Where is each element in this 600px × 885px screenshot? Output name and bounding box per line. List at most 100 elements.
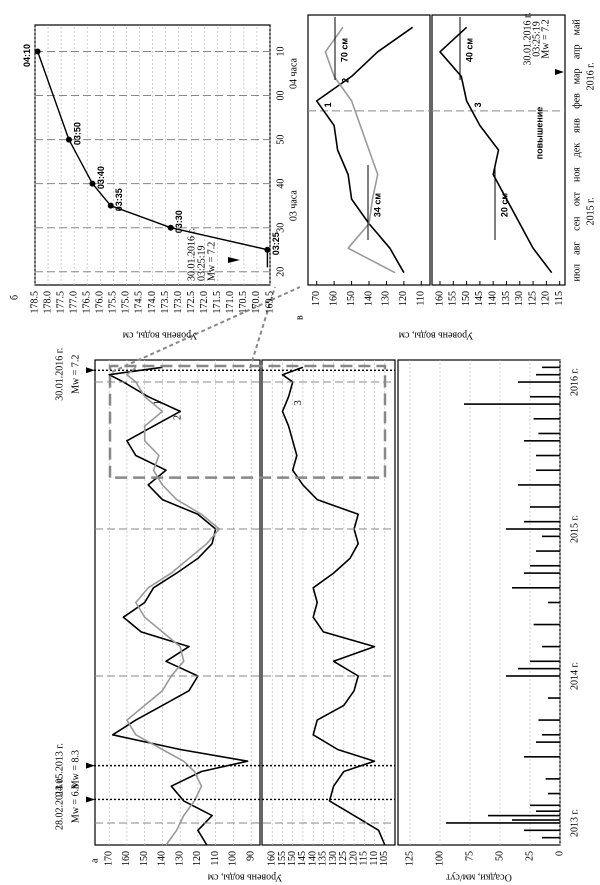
y-tick-label: 174.5 (134, 291, 145, 314)
hour-label: 03 часа (288, 190, 299, 222)
x-tick-label: 20 (275, 267, 286, 277)
y-tick-label: 75 (464, 851, 475, 861)
panel-frame (261, 359, 396, 846)
event-magnitude: Mw = 7.2 (70, 355, 81, 394)
y-tick-label: 125 (338, 851, 349, 866)
annotation: 03:25:19 (531, 21, 542, 57)
y-tick-label: 145 (297, 851, 308, 866)
x-tick-label: 30 (275, 223, 286, 233)
y-axis-title: Уровень воды, см (398, 330, 473, 341)
y-tick-label: 120 (541, 291, 552, 306)
y-tick-label: 174.0 (147, 291, 158, 314)
event-magnitude: Mw = 6.8 (70, 784, 81, 823)
point-label: 03:25 (271, 232, 281, 255)
annotation: 30.01.2016 г. (186, 228, 197, 281)
line-label: 3 (293, 400, 304, 405)
bar (512, 587, 560, 589)
event-arrow (555, 69, 564, 75)
panel-frame (94, 359, 261, 846)
x-tick-label: окт (571, 191, 582, 206)
panel-label: в (294, 315, 305, 320)
hour-label: 04 часа (288, 57, 299, 89)
point-label: 03:40 (96, 166, 106, 189)
y-tick-label: 150 (287, 851, 298, 866)
line-label: 2 (173, 415, 184, 420)
y-tick-label: 125 (404, 851, 415, 866)
zoom-arrow (249, 286, 276, 369)
bar (530, 660, 560, 663)
y-tick-label: 140 (157, 851, 168, 866)
y-tick-label: 105 (379, 851, 390, 866)
bar (548, 697, 560, 699)
point (34, 48, 41, 55)
y-tick-label: 100 (228, 851, 239, 866)
y-tick-label: 175.0 (121, 291, 132, 314)
annotation: 34 см (372, 193, 382, 218)
bar (530, 804, 560, 807)
series-line (315, 26, 414, 274)
x-tick-label: 2014 г. (569, 662, 580, 690)
y-tick-label: 170.5 (238, 291, 249, 314)
panel-label: а (89, 858, 100, 863)
bar (548, 601, 560, 604)
line-label: 1 (153, 400, 164, 405)
series-line (439, 26, 553, 274)
y-tick-label: 160 (328, 291, 339, 306)
y-tick-label: 130 (381, 291, 392, 306)
bar (545, 778, 560, 780)
x-tick-label: 2013 г. (569, 809, 580, 837)
bar (446, 822, 560, 824)
y-tick-label: 115 (554, 291, 565, 306)
y-tick-label: 170 (311, 291, 322, 306)
y-tick-label: 150 (461, 291, 472, 306)
zoom-arrow (111, 286, 301, 373)
y-tick-label: 173.5 (160, 291, 171, 314)
bar (542, 733, 560, 736)
y-tick-label: 175.5 (108, 291, 119, 314)
x-tick-label: 00 (275, 91, 286, 101)
bar (536, 810, 560, 812)
panel-label: б (9, 295, 20, 300)
y-tick-label: 176.0 (95, 291, 106, 314)
y-tick-label: 25 (524, 851, 535, 861)
y-tick-label: 160 (434, 291, 445, 306)
zoom-box (108, 364, 387, 479)
y-tick-label: 176.5 (82, 291, 93, 314)
y-tick-label: 110 (416, 291, 427, 306)
bar (542, 836, 560, 839)
bar (548, 792, 560, 795)
bar (542, 366, 560, 369)
y-tick-label: 172.0 (199, 291, 210, 314)
panel-frame (431, 14, 566, 286)
annotation: повышение (534, 107, 544, 160)
bar (530, 564, 560, 567)
bar (524, 572, 560, 574)
point (107, 202, 114, 209)
y-tick-label: 177.5 (55, 291, 66, 314)
y-tick-label: 155 (277, 851, 288, 866)
bar (536, 550, 560, 552)
y-tick-label: 140 (363, 291, 374, 306)
event-arrow (86, 367, 95, 374)
y-tick-label: 130 (514, 291, 525, 306)
bar (542, 645, 560, 648)
y-axis-title: Осадки, мм/сут (446, 872, 512, 883)
y-tick-label: 120 (192, 851, 203, 866)
y-tick-label: 140 (307, 851, 318, 866)
bar (518, 484, 560, 486)
bar (536, 741, 560, 743)
bar (542, 535, 560, 538)
event-date: 28.02.2013 г. (54, 777, 65, 830)
point-label: 04:10 (22, 44, 32, 67)
x-tick-label: 50 (275, 135, 286, 145)
x-tick-label: 2016 г. (569, 368, 580, 396)
x-tick-label: фев (571, 93, 582, 109)
bar (533, 623, 560, 626)
y-tick-label: 135 (318, 851, 329, 866)
x-tick-label: июл (571, 264, 582, 282)
y-tick-label: 130 (328, 851, 339, 866)
annotation: 03:25:19 (196, 245, 207, 281)
bar (536, 373, 560, 376)
